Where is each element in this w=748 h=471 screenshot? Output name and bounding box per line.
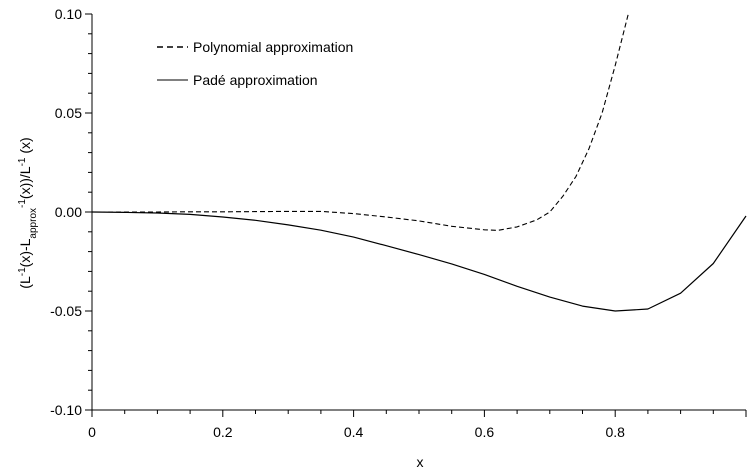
x-ticks: 0 0.2 0.4 0.6 0.8: [88, 410, 747, 440]
y-tick-label: 0.00: [55, 204, 82, 220]
y-tick-label: 0.05: [55, 105, 82, 121]
legend-label-pade: Padé approximation: [193, 72, 318, 88]
x-tick-label: 0.8: [605, 424, 625, 440]
y-ticks: -0.10 -0.05 0.00 0.05 0.10: [50, 6, 92, 418]
legend: Polynomial approximation Padé approximat…: [157, 39, 353, 88]
y-tick-label: -0.05: [50, 303, 82, 319]
x-tick-label: 0.6: [475, 424, 495, 440]
plot-area: -0.10 -0.05 0.00 0.05 0.10 0 0.2 0.4 0.6 0.8: [50, 6, 747, 440]
legend-label-polynomial: Polynomial approximation: [193, 39, 353, 55]
series-line-pade: [91, 211, 747, 312]
y-tick-label: -0.10: [50, 402, 82, 418]
x-tick-label: 0.2: [213, 424, 233, 440]
x-tick-label: 0.4: [344, 424, 364, 440]
x-tick-label: 0: [88, 424, 96, 440]
series-group: [91, 13, 747, 312]
x-axis-title: x: [417, 454, 424, 470]
y-axis-title: (L-1(x)-Lapprox-1(x))/L-1 (x): [17, 137, 39, 288]
y-tick-label: 0.10: [55, 6, 82, 22]
series-line-polynomial: [92, 13, 629, 231]
